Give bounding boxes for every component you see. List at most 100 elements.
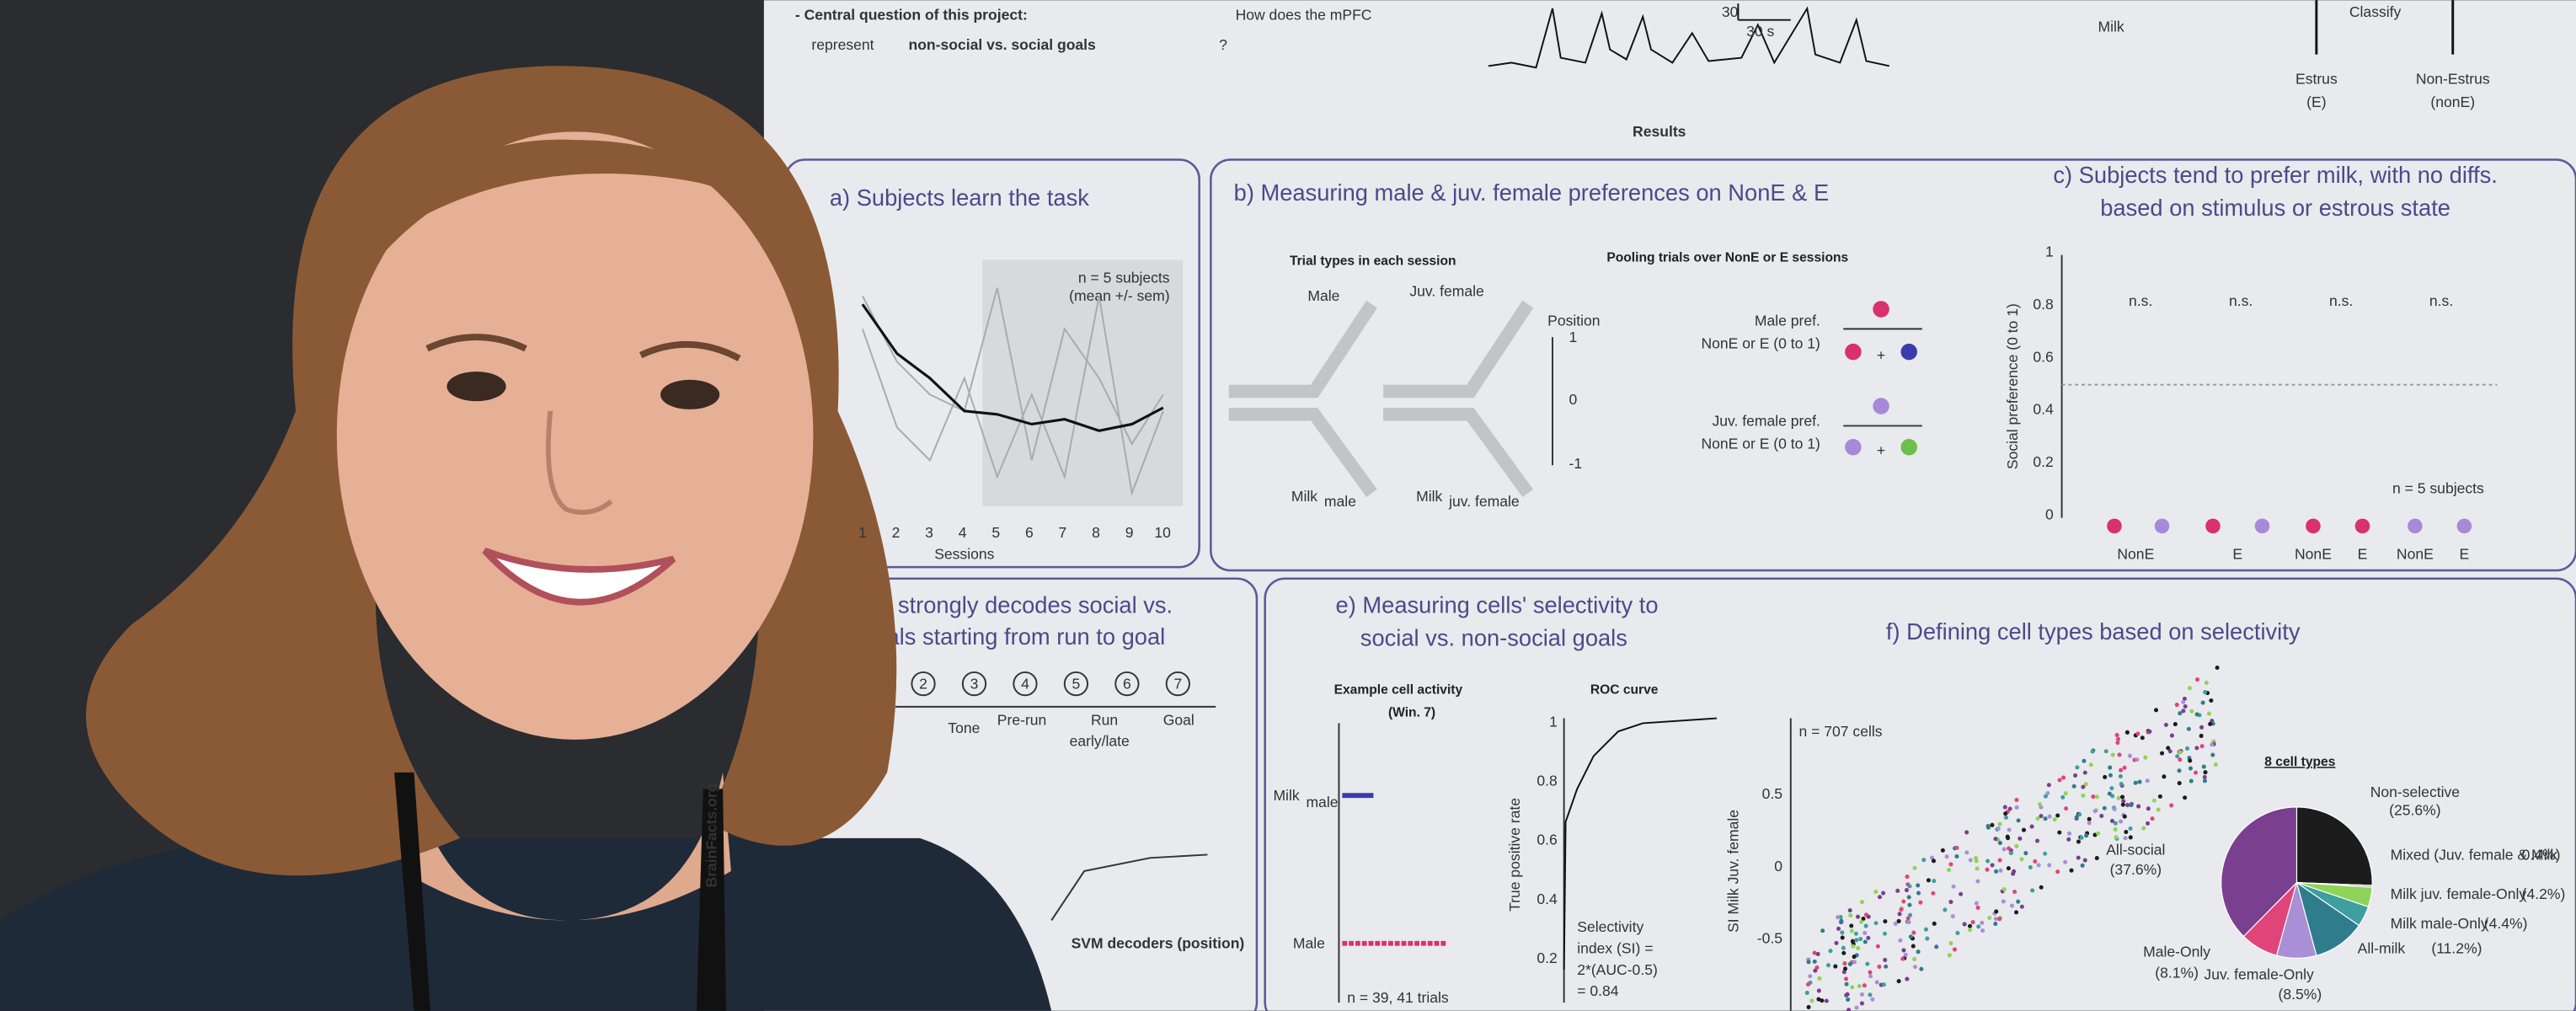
scatter-dot bbox=[2194, 712, 2199, 717]
scatter-dot bbox=[2181, 699, 2186, 704]
pie-label: Milk juv. female-Only bbox=[2391, 885, 2527, 902]
scatter-dot bbox=[1975, 905, 1980, 910]
scatter-dot bbox=[2122, 814, 2127, 819]
scatter-dot bbox=[1852, 960, 1857, 965]
dot bbox=[1900, 343, 1917, 361]
scatter-dot bbox=[1975, 866, 1980, 871]
lanyard-text: BrainFacts.org bbox=[703, 784, 719, 888]
scatter-dot bbox=[1948, 941, 1953, 946]
ns: n.s. bbox=[2329, 292, 2353, 309]
note: (mean +/- sem) bbox=[1069, 287, 1169, 304]
scatter-dot bbox=[1870, 997, 1875, 1002]
milk-juv: Milk bbox=[1416, 488, 1442, 505]
scatter-dot bbox=[2007, 806, 2012, 811]
scatter-dot bbox=[2189, 709, 2194, 714]
scatter-dot bbox=[2094, 794, 2100, 800]
scatter-dot bbox=[2077, 812, 2082, 817]
scatter-dot bbox=[2103, 774, 2108, 779]
scatter-dot bbox=[2055, 869, 2060, 875]
dot bbox=[2154, 518, 2170, 534]
scatter-dot bbox=[1934, 944, 1939, 949]
stage: Run bbox=[1091, 711, 1118, 728]
pie-value-label: (4.2%) bbox=[2522, 885, 2566, 902]
ns: n.s. bbox=[2129, 292, 2152, 309]
scatter-dot bbox=[1908, 912, 1913, 917]
scatter-dot bbox=[1854, 1005, 1859, 1010]
scatter-dot bbox=[2163, 722, 2168, 727]
pie-slice bbox=[2221, 806, 2298, 938]
scatter-dot bbox=[2001, 847, 2007, 852]
scatter-dot bbox=[1816, 988, 1821, 993]
scatter-dot bbox=[2136, 804, 2141, 809]
scatter-dot bbox=[2208, 721, 2213, 726]
scatter-dot bbox=[1875, 944, 1880, 949]
scatter-dot bbox=[1968, 858, 1973, 863]
heading: Pooling trials over NonE or E sessions bbox=[1606, 250, 1848, 265]
scatter-dot bbox=[2073, 773, 2078, 778]
scale-x: 30 s bbox=[1746, 23, 1774, 40]
scatter-dot bbox=[1899, 907, 1904, 912]
scatter-dot bbox=[2030, 888, 2035, 893]
scatter-dot bbox=[1828, 949, 1833, 954]
scatter-dot bbox=[1873, 889, 1879, 895]
scatter-dot bbox=[1842, 966, 1848, 971]
scatter-dot bbox=[2135, 731, 2140, 736]
juv-female: Juv. female bbox=[1409, 282, 1483, 299]
scatter-dot bbox=[1853, 931, 1858, 936]
panel-title: f) Defining cell types based on selectiv… bbox=[1886, 618, 2301, 645]
scatter-dot bbox=[2122, 765, 2127, 770]
scatter-dot bbox=[1856, 914, 1861, 919]
pie-value-label: (4.4%) bbox=[2484, 915, 2528, 932]
scatter-dot bbox=[1845, 992, 1850, 997]
scatter-dot bbox=[1844, 982, 1849, 987]
line bbox=[861, 296, 1164, 497]
scatter-dot bbox=[1842, 961, 1847, 966]
scatter-dot bbox=[2146, 806, 2151, 811]
scatter-dot bbox=[2075, 765, 2080, 770]
scatter-dot bbox=[1974, 901, 1979, 906]
scatter-dot bbox=[2074, 815, 2079, 820]
scatter-dot bbox=[1896, 918, 1901, 923]
scatter-dot bbox=[1912, 956, 1917, 962]
scatter-dot bbox=[2084, 833, 2089, 838]
scatter-dot bbox=[2119, 794, 2125, 800]
scatter-dot bbox=[2119, 768, 2124, 773]
scatter-dot bbox=[1976, 924, 1981, 929]
scatter-dot bbox=[1911, 944, 1916, 949]
scatter-dot bbox=[2178, 750, 2183, 755]
pie-value-label: (11.2%) bbox=[2431, 939, 2482, 956]
scatter-dot bbox=[2182, 696, 2187, 701]
dot bbox=[1845, 439, 1862, 456]
scatter-dot bbox=[1849, 923, 1854, 928]
scatter-dot bbox=[2116, 795, 2121, 800]
scatter-dot bbox=[2201, 764, 2206, 769]
scatter-dot bbox=[2166, 746, 2171, 751]
scatter-dot bbox=[2047, 863, 2052, 868]
scatter-dot bbox=[2150, 816, 2155, 821]
scatter-dot bbox=[1805, 982, 1810, 987]
scatter-dot bbox=[2128, 826, 2133, 831]
scatter-dot bbox=[1985, 823, 1991, 829]
scatter-dot bbox=[2157, 794, 2162, 799]
scatter-dot bbox=[1847, 961, 1852, 966]
scatter-dot bbox=[2003, 815, 2008, 820]
pie-label: Mixed (Juv. female & Milk bbox=[2391, 846, 2558, 863]
scatter-dot bbox=[2213, 762, 2218, 768]
scatter-dot bbox=[2194, 677, 2200, 682]
scatter-dot bbox=[1898, 938, 1903, 943]
scatter-dot bbox=[2091, 794, 2096, 800]
scatter-dot bbox=[1813, 968, 1818, 973]
x-tick-label: 7 bbox=[1059, 524, 1067, 541]
scatter-dot bbox=[1863, 930, 1868, 935]
scatter-dot bbox=[1943, 907, 1948, 912]
scatter-dot bbox=[1877, 964, 1882, 969]
scatter-dot bbox=[1884, 964, 1889, 969]
dot bbox=[2456, 518, 2472, 534]
scatter-dot bbox=[2016, 899, 2021, 904]
scatter-dot bbox=[2206, 711, 2212, 716]
scatter-dot bbox=[2183, 703, 2188, 709]
scatter-dot bbox=[1997, 841, 2002, 846]
scatter-dot bbox=[1955, 930, 1960, 935]
scatter-dot bbox=[2199, 725, 2205, 730]
